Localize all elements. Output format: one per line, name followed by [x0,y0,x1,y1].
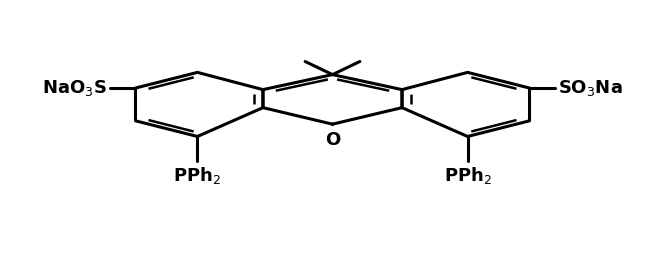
Text: O: O [325,131,340,149]
Text: PPh$_2$: PPh$_2$ [444,165,491,186]
Text: NaO$_3$S: NaO$_3$S [42,78,107,98]
Text: PPh$_2$: PPh$_2$ [174,165,221,186]
Text: SO$_3$Na: SO$_3$Na [558,78,622,98]
